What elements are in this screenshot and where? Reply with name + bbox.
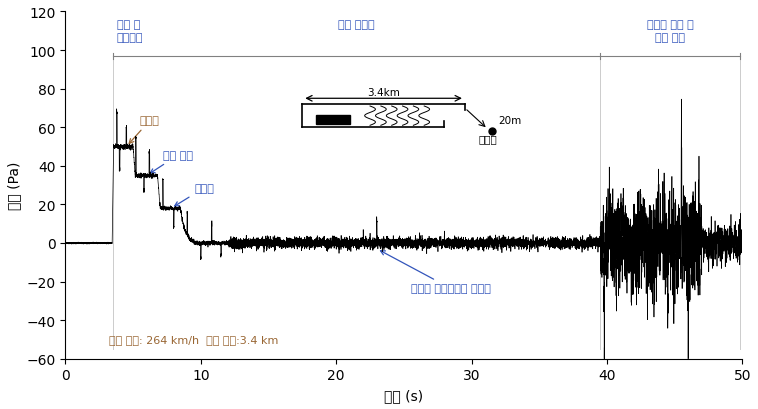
Text: 20m: 20m	[499, 116, 522, 126]
Text: 열차 속도: 264 km/h  터널 길이:3.4 km: 열차 속도: 264 km/h 터널 길이:3.4 km	[109, 335, 278, 345]
Text: 관측점: 관측점	[478, 133, 497, 144]
Text: 관측점 통과 시
압력 변동: 관측점 통과 시 압력 변동	[647, 20, 694, 43]
Text: 선두부: 선두부	[129, 116, 160, 144]
Bar	[316, 115, 349, 125]
Text: 벤터 커버: 벤터 커버	[150, 151, 193, 174]
Text: 진입 시
미기압파: 진입 시 미기압파	[117, 20, 143, 43]
Text: 후미부: 후미부	[174, 184, 214, 207]
Y-axis label: 압력 (Pa): 압력 (Pa)	[7, 162, 21, 210]
Text: 연속 압력파: 연속 압력파	[338, 20, 374, 30]
Text: 진입시 미기압파의 반복파: 진입시 미기압파의 반복파	[381, 251, 490, 294]
X-axis label: 시간 (s): 시간 (s)	[384, 388, 424, 402]
Text: 3.4km: 3.4km	[367, 88, 400, 98]
